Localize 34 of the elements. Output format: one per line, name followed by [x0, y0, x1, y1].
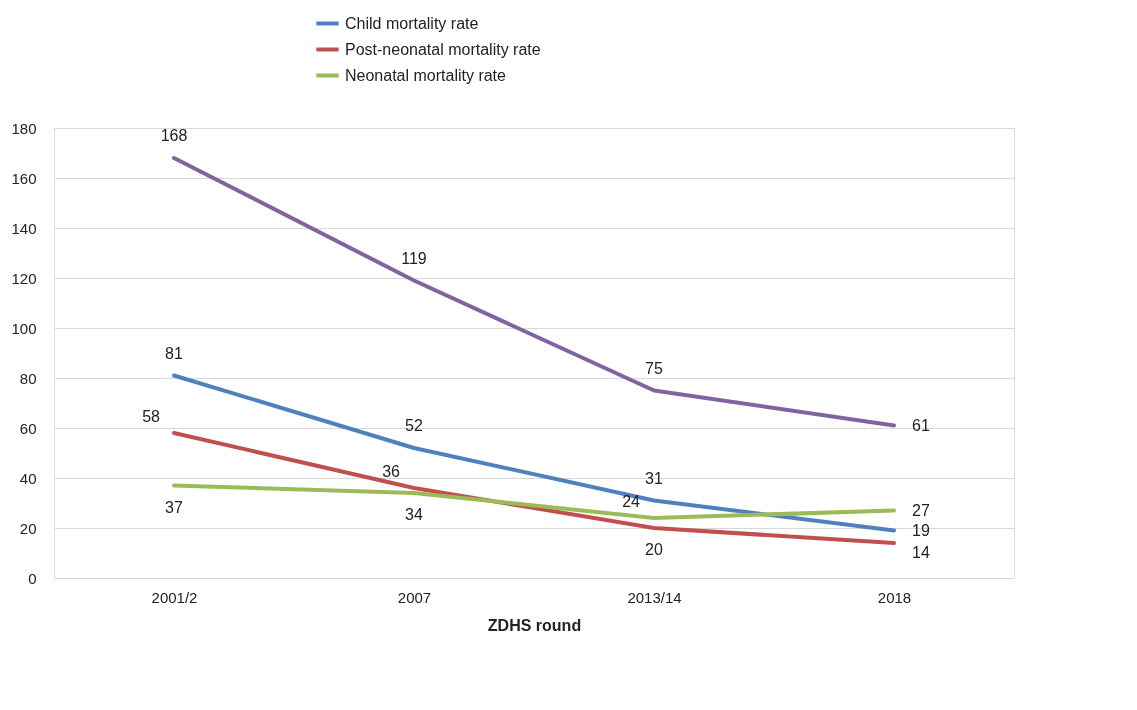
- data-label: 58: [142, 408, 161, 425]
- legend-label: Post-neonatal mortality rate: [345, 40, 541, 58]
- y-tick-label: 140: [11, 219, 37, 237]
- y-tick-label: 60: [19, 419, 37, 437]
- data-label: 24: [622, 493, 641, 510]
- x-axis-title: ZDHS round: [487, 616, 582, 634]
- y-tick-label: 120: [11, 269, 37, 287]
- y-tick-label: 100: [11, 319, 37, 337]
- y-tick-label: 40: [19, 469, 37, 487]
- data-label: 81: [165, 344, 183, 362]
- x-tick-label: 2018: [877, 588, 912, 606]
- data-label: 36: [382, 463, 401, 480]
- legend-label: Neonatal mortality rate: [345, 66, 507, 84]
- data-label: 75: [645, 359, 663, 377]
- data-label: 119: [401, 249, 427, 267]
- x-tick-label: 2007: [397, 588, 432, 606]
- y-tick-label: 160: [11, 169, 37, 187]
- data-label: 27: [912, 501, 930, 519]
- y-tick-label: 0: [28, 569, 37, 587]
- y-tick-label: 180: [11, 119, 37, 137]
- data-label: 37: [165, 498, 183, 516]
- x-tick-label: 2001/2: [151, 588, 198, 606]
- data-label: 14: [912, 544, 930, 561]
- data-label: 34: [405, 506, 423, 523]
- data-label: 19: [912, 521, 930, 539]
- y-tick-label: 80: [19, 369, 37, 387]
- data-label: 61: [912, 416, 930, 434]
- data-label: 20: [645, 541, 663, 558]
- y-tick-label: 20: [19, 519, 37, 537]
- data-label: 168: [160, 127, 188, 144]
- data-label: 31: [645, 469, 663, 487]
- legend-label: Child mortality rate: [345, 14, 479, 32]
- data-label: 52: [405, 417, 423, 434]
- x-tick-label: 2013/14: [627, 588, 682, 606]
